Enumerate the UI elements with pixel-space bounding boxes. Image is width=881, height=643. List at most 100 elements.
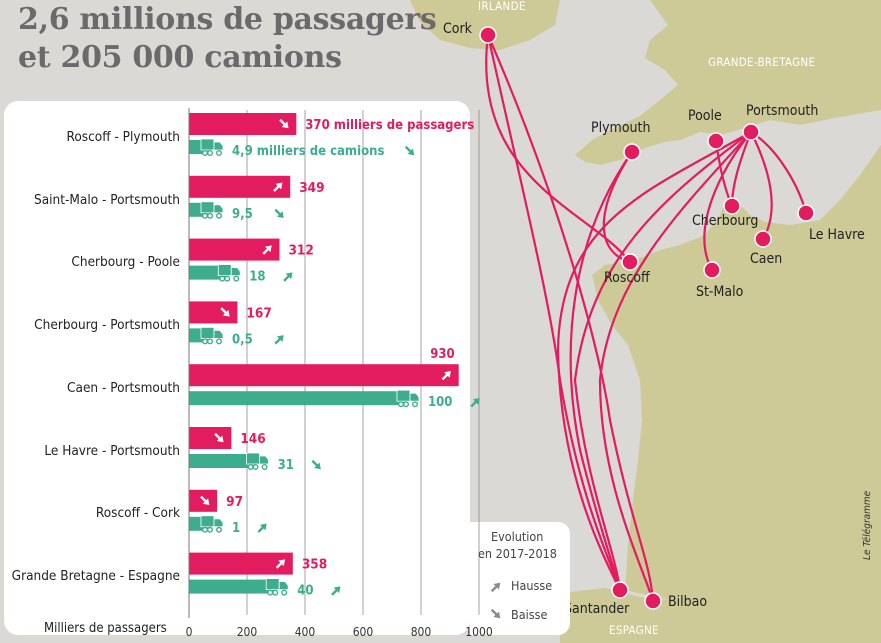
france-land [592, 145, 881, 620]
port-label-st-malo: St-Malo [696, 284, 744, 300]
truck-icon [200, 138, 224, 156]
passengers-value-label: 312 [288, 243, 313, 259]
passengers-bar [189, 364, 459, 387]
trucks-value-label: 18 [249, 270, 265, 285]
legend-down-label: Baisse [511, 607, 548, 622]
trucks-value-label: 1 [232, 521, 240, 536]
port-label-cherbourg: Cherbourg [692, 213, 759, 229]
port-marker-santander [611, 581, 629, 599]
port-marker-st-malo [703, 261, 721, 279]
trucks-trend-arrow-icon [274, 335, 284, 345]
passengers-trend-arrow-icon [279, 118, 289, 129]
trucks-trend-arrow-icon [283, 272, 293, 282]
port-marker-portsmouth [742, 123, 760, 141]
port-marker-bilbao [644, 592, 662, 610]
x-tick-label: 400 [295, 625, 316, 639]
passengers-value-label: 97 [226, 494, 243, 510]
port-label-caen: Caen [750, 251, 783, 267]
passengers-trend-arrow-icon [214, 432, 224, 443]
port-marker-cork [479, 26, 497, 44]
route-label: Grande Bretagne - Espagne [11, 568, 180, 584]
passengers-value-label: 349 [299, 180, 324, 196]
passengers-trend-arrow-icon [273, 182, 283, 192]
passengers-value-label: 358 [302, 557, 327, 573]
truck-icon [200, 515, 224, 533]
trucks-value-label: 4,9 milliers de camions [232, 144, 384, 159]
x-tick-label: 200 [237, 625, 258, 639]
great-britain-land [575, 0, 881, 165]
passengers-trend-arrow-icon [200, 495, 210, 506]
trucks-value-label: 31 [278, 458, 294, 473]
passengers-bar [189, 301, 238, 324]
trucks-value-label: 100 [428, 395, 452, 410]
truck-icon [246, 452, 269, 471]
trucks-value-label: 40 [297, 584, 313, 599]
passengers-trend-arrow-icon [275, 559, 286, 569]
route-label: Cherbourg - Poole [71, 254, 180, 270]
port-marker-caen [754, 230, 772, 248]
trucks-value-label: 0,5 [232, 332, 253, 347]
truck-icon [217, 264, 241, 282]
passengers-bar [189, 175, 291, 198]
passengers-value-label: 146 [240, 431, 265, 447]
route-label: Roscoff - Plymouth [66, 129, 180, 145]
x-tick-label: 1000 [465, 625, 493, 639]
legend-down-arrow-icon [490, 608, 501, 619]
port-label-poole: Poole [688, 108, 722, 124]
port-label-bilbao: Bilbao [668, 594, 708, 610]
trucks-trend-arrow-icon [331, 586, 341, 596]
title-line-1: 2,6 millions de passagers [18, 2, 437, 37]
legend-title-line-2: en 2017-2018 [478, 546, 557, 561]
ireland-land [410, 0, 560, 50]
passengers-trend-arrow-icon [262, 245, 272, 255]
port-marker-cherbourg [723, 197, 741, 215]
x-tick-label: 800 [411, 625, 432, 639]
country-label-spain: ESPAGNE [609, 623, 659, 637]
x-axis-label: Milliers de passagers [44, 621, 167, 636]
legend-title-line-1: Evolution [491, 529, 544, 544]
trucks-trend-arrow-icon [470, 397, 480, 408]
country-label-ireland: IRLANDE [478, 0, 526, 13]
route-label: Cherbourg - Portsmouth [34, 317, 180, 333]
title-line-2: et 205 000 camions [18, 40, 342, 75]
trucks-trend-arrow-icon [404, 145, 415, 156]
route-label: Roscoff - Cork [95, 505, 180, 521]
passengers-bar [189, 238, 280, 261]
truck-icon [200, 326, 224, 345]
port-marker-plymouth [623, 143, 641, 161]
truck-icon [265, 578, 289, 596]
trucks-trend-arrow-icon [311, 459, 321, 470]
truck-icon [396, 389, 420, 408]
credit: Le Télégramme [862, 490, 873, 560]
port-marker-roscoff [621, 253, 639, 271]
country-label-great-britain: GRANDE-BRETAGNE [708, 55, 816, 69]
port-label-portsmouth: Portsmouth [746, 103, 819, 119]
route-label: Saint-Malo - Portsmouth [34, 192, 180, 208]
trend-legend-panel [470, 522, 570, 635]
passengers-bar [189, 489, 218, 512]
trucks-bar [189, 391, 406, 406]
port-label-plymouth: Plymouth [591, 120, 651, 136]
trucks-bar [189, 579, 276, 594]
port-label-santander: Santander [564, 601, 630, 617]
route-label: Le Havre - Portsmouth [44, 443, 180, 459]
passengers-bar [189, 427, 232, 449]
port-marker-le-havre [797, 204, 815, 222]
trucks-trend-arrow-icon [257, 523, 267, 533]
port-label-le-havre: Le Havre [809, 227, 865, 243]
legend-up-label: Hausse [511, 578, 553, 593]
passengers-trend-arrow-icon [220, 307, 230, 317]
port-label-roscoff: Roscoff [604, 270, 650, 286]
passengers-bar [189, 552, 293, 575]
passengers-value-label: 930 [430, 347, 454, 362]
passengers-bar [189, 113, 297, 135]
x-tick-label: 600 [353, 625, 374, 639]
route-label: Caen - Portsmouth [67, 380, 180, 396]
legend-up-arrow-icon [490, 582, 501, 593]
trucks-trend-arrow-icon [274, 208, 284, 219]
trucks-bar [189, 454, 256, 468]
passengers-value-label: 370 milliers de passagers [305, 118, 474, 133]
port-label-cork: Cork [443, 21, 472, 37]
